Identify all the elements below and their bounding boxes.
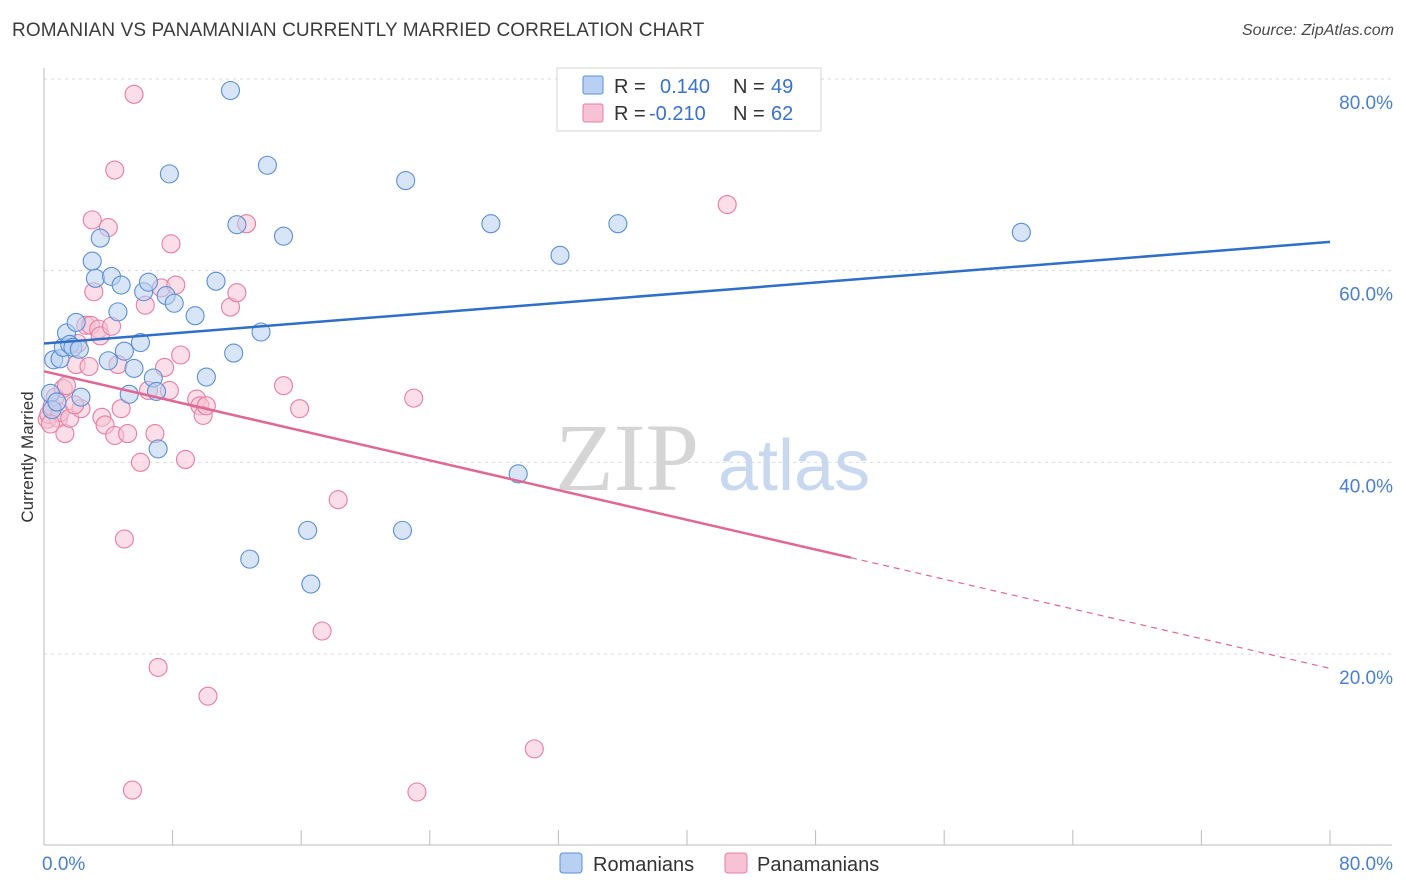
romanian-point <box>392 520 413 540</box>
y-axis-label: Currently Married <box>18 391 37 522</box>
romanian-point <box>206 271 226 291</box>
watermark-zip: ZIP <box>555 404 699 511</box>
romanians-trend-line <box>43 240 1331 345</box>
panamanian-point <box>111 399 131 419</box>
panamanian-point <box>227 283 247 303</box>
chart-title: ROMANIAN VS PANAMANIAN CURRENTLY MARRIED… <box>12 20 705 41</box>
romanian-point <box>1011 222 1031 242</box>
legend-swatch-romanians <box>582 75 604 95</box>
romanian-point <box>130 332 150 353</box>
bottom-legend-swatch-panamanians <box>724 852 748 874</box>
romanian-point <box>71 387 91 407</box>
romanian-point <box>273 226 294 246</box>
romanian-point <box>301 574 321 594</box>
y-tick-label: 40.0% <box>1339 476 1393 497</box>
panamanian-point <box>171 345 191 365</box>
romanian-point <box>124 358 144 378</box>
panamanian-point <box>114 529 134 549</box>
romanian-point <box>148 439 168 459</box>
panamanian-point <box>290 399 310 419</box>
romanian-point <box>550 245 570 265</box>
romanian-point <box>608 214 628 234</box>
romanian-point <box>224 343 244 363</box>
panamanians-trend-line-extrapolated <box>850 557 1331 669</box>
panamanian-point <box>404 388 424 408</box>
panamanian-point <box>161 234 181 254</box>
panamanian-point <box>312 621 332 641</box>
legend-r-label-romanians: R = <box>614 76 646 98</box>
legend: R = 0.140 N = 49 R = -0.210 N = 62 <box>556 67 822 132</box>
legend-n-label-panamanians: N = <box>733 103 765 125</box>
romanian-point <box>220 80 241 101</box>
watermark-atlas: atlas <box>718 426 870 506</box>
romanian-point <box>257 155 277 175</box>
trend-layer <box>43 240 1331 669</box>
romanian-point <box>227 215 247 235</box>
axis-layer: 20.0% 40.0% 60.0% 80.0% 0.0% 80.0% <box>42 68 1393 875</box>
romanian-point <box>481 214 501 234</box>
chart-source: Source: ZipAtlas.com <box>1241 22 1394 39</box>
panamanian-point <box>118 424 138 444</box>
romanian-point <box>66 312 86 332</box>
panamanian-point <box>524 739 544 759</box>
bottom-legend-swatch-romanians <box>559 852 583 874</box>
legend-n-value-romanians: 49 <box>771 76 793 98</box>
romanian-point <box>164 293 184 313</box>
romanian-point <box>47 392 67 412</box>
romanian-point <box>114 341 134 361</box>
romanian-point <box>159 164 179 184</box>
romanian-point <box>69 339 89 359</box>
panamanian-point <box>130 452 150 472</box>
romanian-point <box>82 251 102 271</box>
panamanian-point <box>148 657 168 677</box>
panamanian-point <box>196 396 216 416</box>
panamanian-point <box>198 686 218 706</box>
romanian-point <box>138 272 159 292</box>
panamanian-point <box>328 490 348 510</box>
romanian-point <box>196 367 216 387</box>
panamanian-point <box>122 780 142 800</box>
romanian-point <box>185 306 205 326</box>
panamanian-point <box>124 84 144 104</box>
legend-r-label-panamanians: R = <box>614 103 646 125</box>
watermark: ZIP atlas <box>555 404 870 511</box>
panamanians-trend-line <box>43 370 852 559</box>
legend-swatch-panamanians <box>582 103 604 123</box>
x-tick-label-max: 80.0% <box>1339 854 1393 875</box>
panamanian-point <box>717 194 737 215</box>
panamanian-point <box>82 210 102 230</box>
romanian-point <box>98 351 118 371</box>
legend-r-value-romanians: 0.140 <box>660 76 710 98</box>
panamanian-point <box>79 356 99 377</box>
points-layer <box>37 80 1031 802</box>
bottom-legend-label-romanians: Romanians <box>593 854 694 876</box>
romanian-point <box>85 268 105 288</box>
panamanian-point <box>56 376 77 396</box>
panamanian-point <box>273 376 294 396</box>
panamanian-point <box>105 160 125 180</box>
romanian-point <box>396 171 416 191</box>
y-tick-label: 80.0% <box>1339 93 1393 114</box>
panamanian-point <box>175 449 196 470</box>
panamanian-point <box>407 782 427 802</box>
x-tick-label-min: 0.0% <box>42 854 85 875</box>
legend-n-value-panamanians: 62 <box>771 103 793 125</box>
romanian-point <box>111 275 131 295</box>
romanian-point <box>108 302 128 322</box>
romanian-point <box>298 520 318 540</box>
bottom-legend-label-panamanians: Panamanians <box>757 854 879 876</box>
legend-n-label-romanians: N = <box>733 76 765 98</box>
romanian-point <box>119 384 139 404</box>
y-tick-label: 20.0% <box>1339 668 1393 689</box>
romanian-point <box>90 228 110 248</box>
legend-r-value-panamanians: -0.210 <box>649 103 706 125</box>
romanian-point <box>508 464 528 484</box>
bottom-legend: Romanians Panamanians <box>559 852 879 876</box>
y-tick-label: 60.0% <box>1339 285 1393 306</box>
romanian-point <box>240 549 260 569</box>
